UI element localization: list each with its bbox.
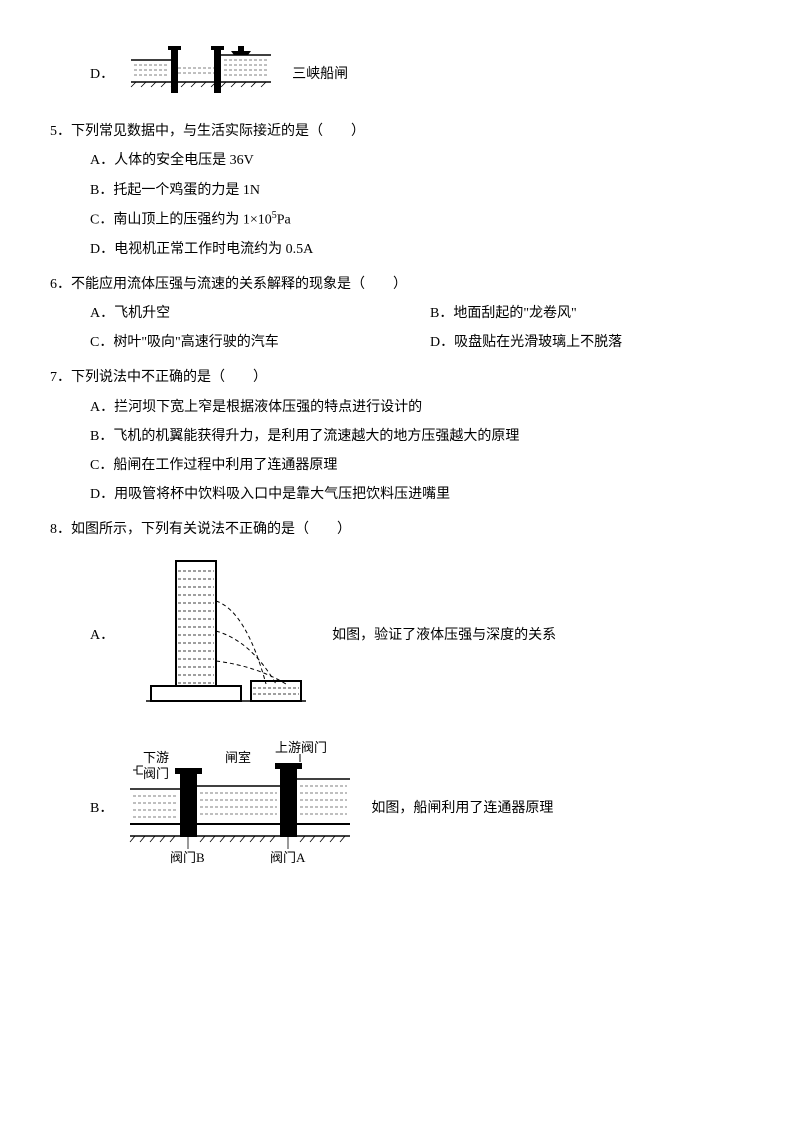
q5-optC: C．南山顶上的压强约为 1×105Pa [50,207,744,233]
q6-stem: 6．不能应用流体压强与流速的关系解释的现象是（ ） [50,272,744,297]
q6-optD: D．吸盘贴在光滑玻璃上不脱落 [430,330,744,355]
q4-optD-caption: 三峡船闸 [292,62,348,87]
q6-row2: C．树叶"吸向"高速行驶的汽车 D．吸盘贴在光滑玻璃上不脱落 [50,330,744,355]
question-8: 8．如图所示，下列有关说法不正确的是（ ） A． [50,517,744,883]
q5-optC-prefix: C．南山顶上的压强约为 1×10 [90,212,272,227]
q5-optB: B．托起一个鸡蛋的力是 1N [50,178,744,203]
q5-optD: D．电视机正常工作时电流约为 0.5A [50,237,744,262]
downstream-label: 下游 [143,750,169,765]
upstream-gate-label: 上游阀门 [275,740,327,755]
liquid-depth-diagram [126,546,316,725]
q8-optB: B． 下游 阀门 闸室 上游阀门 [50,734,744,883]
gateA-label: 阀门A [270,850,306,865]
q5-optC-suffix: Pa [277,212,291,227]
q5-stem: 5．下列常见数据中，与生活实际接近的是（ ） [50,119,744,144]
q7-optB: B．飞机的机翼能获得升力，是利用了流速越大的地方压强越大的原理 [50,424,744,449]
question-5: 5．下列常见数据中，与生活实际接近的是（ ） A．人体的安全电压是 36V B．… [50,119,744,262]
chamber-label: 闸室 [225,750,251,765]
question-7: 7．下列说法中不正确的是（ ） A．拦河坝下宽上窄是根据液体压强的特点进行设计的… [50,365,744,507]
q4-optD-label: D． [90,62,114,87]
gateB-label: 阀门B [170,850,205,865]
q7-optD: D．用吸管将杯中饮料吸入口中是靠大气压把饮料压进嘴里 [50,482,744,507]
q5-optA: A．人体的安全电压是 36V [50,148,744,173]
q7-optA: A．拦河坝下宽上窄是根据液体压强的特点进行设计的 [50,395,744,420]
q8-stem-text: 如图所示，下列有关说法不正确的是（ ） [71,522,351,537]
q6-row1: A．飞机升空 B．地面刮起的"龙卷风" [50,301,744,326]
ship-lock-simple-diagram [126,40,276,109]
q7-number: 7． [50,370,71,385]
q6-stem-text: 不能应用流体压强与流速的关系解释的现象是（ ） [71,277,407,292]
q7-stem: 7．下列说法中不正确的是（ ） [50,365,744,390]
q4-optD: D． [50,40,744,109]
question-6: 6．不能应用流体压强与流速的关系解释的现象是（ ） A．飞机升空 B．地面刮起的… [50,272,744,356]
gate-label: 阀门 [143,766,169,781]
q8-optA-caption: 如图，验证了液体压强与深度的关系 [332,623,556,648]
q7-stem-text: 下列说法中不正确的是（ ） [71,370,267,385]
q6-number: 6． [50,277,71,292]
q8-stem: 8．如图所示，下列有关说法不正确的是（ ） [50,517,744,542]
q6-optA: A．飞机升空 [90,301,430,326]
q5-number: 5． [50,124,71,139]
q8-optB-label: B． [90,796,113,821]
q8-number: 8． [50,522,71,537]
q6-optB: B．地面刮起的"龙卷风" [430,301,744,326]
q7-optC: C．船闸在工作过程中利用了连通器原理 [50,453,744,478]
q8-optA: A． [50,546,744,725]
q8-optB-caption: 如图，船闸利用了连通器原理 [371,796,553,821]
q6-optC: C．树叶"吸向"高速行驶的汽车 [90,330,430,355]
q5-stem-text: 下列常见数据中，与生活实际接近的是（ ） [71,124,365,139]
question-4-option-d: D． [50,40,744,109]
q8-optA-label: A． [90,623,114,648]
ship-lock-detailed-diagram: 下游 阀门 闸室 上游阀门 [125,734,355,883]
